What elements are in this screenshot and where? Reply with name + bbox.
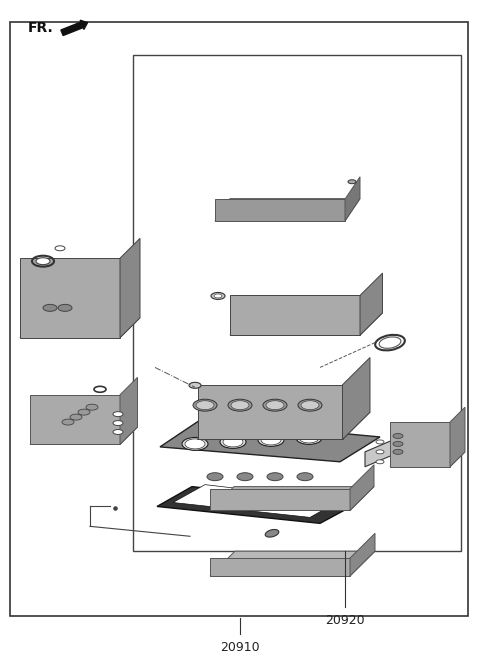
Ellipse shape [297, 473, 313, 481]
Ellipse shape [220, 436, 246, 449]
Polygon shape [390, 452, 465, 467]
Ellipse shape [182, 438, 208, 451]
Polygon shape [345, 176, 360, 221]
Polygon shape [230, 295, 360, 335]
Ellipse shape [189, 382, 201, 388]
Polygon shape [343, 358, 370, 440]
Ellipse shape [43, 304, 57, 312]
Polygon shape [120, 377, 137, 444]
Polygon shape [160, 420, 380, 462]
Bar [133, 54, 461, 551]
Polygon shape [210, 551, 375, 576]
Polygon shape [120, 238, 140, 338]
Polygon shape [210, 487, 374, 510]
Ellipse shape [296, 432, 322, 444]
Ellipse shape [78, 409, 90, 415]
Polygon shape [20, 258, 120, 338]
Polygon shape [197, 412, 370, 440]
Ellipse shape [265, 529, 279, 537]
Ellipse shape [214, 294, 222, 298]
Ellipse shape [301, 401, 319, 409]
Ellipse shape [298, 400, 322, 411]
Polygon shape [210, 558, 350, 576]
Polygon shape [230, 313, 383, 335]
Ellipse shape [231, 401, 249, 409]
Ellipse shape [379, 337, 401, 348]
Polygon shape [350, 533, 375, 576]
Polygon shape [215, 199, 360, 221]
Polygon shape [30, 427, 137, 444]
Polygon shape [450, 407, 465, 467]
Ellipse shape [55, 246, 65, 251]
Ellipse shape [196, 401, 214, 409]
Ellipse shape [228, 400, 252, 411]
Ellipse shape [267, 473, 283, 481]
Text: FR.: FR. [28, 21, 54, 35]
Ellipse shape [211, 293, 225, 299]
Polygon shape [30, 395, 120, 444]
Polygon shape [350, 464, 374, 510]
Ellipse shape [393, 434, 403, 438]
Polygon shape [197, 385, 343, 440]
Polygon shape [365, 437, 400, 467]
Polygon shape [157, 487, 355, 523]
Ellipse shape [263, 400, 287, 411]
Ellipse shape [207, 473, 223, 481]
Ellipse shape [62, 419, 74, 425]
Ellipse shape [70, 414, 82, 420]
Ellipse shape [58, 304, 72, 312]
Polygon shape [20, 318, 140, 338]
Polygon shape [360, 273, 383, 335]
Ellipse shape [193, 400, 217, 411]
Ellipse shape [86, 404, 98, 410]
FancyArrow shape [61, 20, 87, 35]
Polygon shape [210, 489, 350, 510]
Ellipse shape [113, 430, 123, 434]
Ellipse shape [376, 450, 384, 454]
Ellipse shape [258, 434, 284, 446]
Ellipse shape [266, 401, 284, 409]
Ellipse shape [393, 449, 403, 455]
Ellipse shape [348, 180, 356, 184]
Polygon shape [390, 422, 450, 467]
Ellipse shape [376, 440, 384, 444]
Ellipse shape [376, 460, 384, 464]
Ellipse shape [113, 411, 123, 417]
Ellipse shape [237, 473, 253, 481]
Ellipse shape [223, 437, 243, 447]
Ellipse shape [261, 435, 281, 445]
Ellipse shape [393, 441, 403, 446]
Text: 20920: 20920 [325, 614, 365, 626]
Ellipse shape [36, 258, 50, 264]
Ellipse shape [185, 439, 205, 449]
Ellipse shape [299, 433, 319, 443]
Polygon shape [173, 485, 340, 518]
Text: 20910: 20910 [220, 640, 260, 653]
Polygon shape [215, 199, 345, 221]
Ellipse shape [113, 420, 123, 426]
